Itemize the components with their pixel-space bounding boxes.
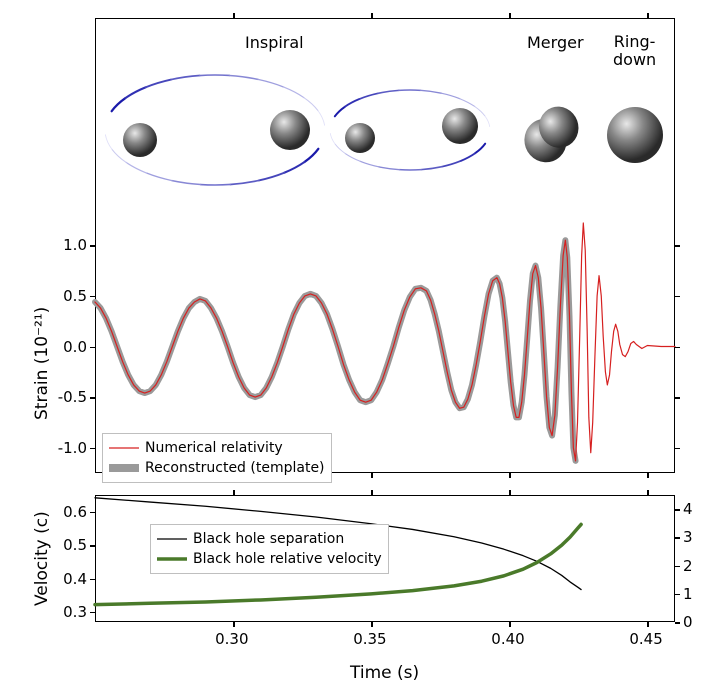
velocity-y-axis-label: Velocity (c) — [32, 511, 52, 606]
legend-swatch-sep-line — [157, 532, 187, 546]
legend-text-vel: Black hole relative velocity — [193, 551, 382, 567]
legend-row-separation: Black hole separation — [157, 529, 382, 549]
legend-swatch-vel-line — [157, 552, 187, 566]
legend-swatch-nr-line — [109, 441, 139, 455]
legend-row-rec: Reconstructed (template) — [109, 458, 325, 478]
legend-swatch-rec-line — [109, 461, 139, 475]
legend-text-rec: Reconstructed (template) — [145, 460, 325, 476]
legend-text-nr: Numerical relativity — [145, 440, 283, 456]
time-x-axis-label: Time (s) — [350, 663, 419, 683]
legend-row-nr: Numerical relativity — [109, 438, 325, 458]
velsep-legend: Black hole separation Black hole relativ… — [150, 524, 389, 574]
strain-y-axis-label: Strain (10⁻²¹) — [32, 307, 52, 420]
legend-row-velocity: Black hole relative velocity — [157, 549, 382, 569]
legend-text-sep: Black hole separation — [193, 531, 344, 547]
strain-legend: Numerical relativity Reconstructed (temp… — [102, 433, 332, 483]
phase-illustration — [95, 18, 675, 218]
